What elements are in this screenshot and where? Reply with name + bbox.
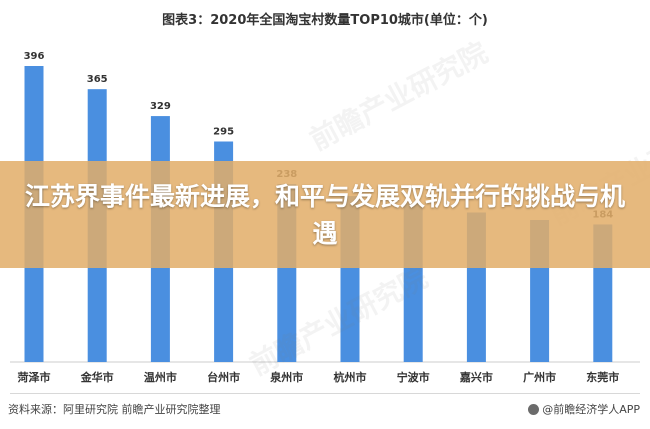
category-label-泉州市: 泉州市 [269,370,303,384]
category-label-菏泽市: 菏泽市 [18,370,51,384]
chart-title: 图表3：2020年全国淘宝村数量TOP10城市(单位：个) [162,13,488,28]
headline-text: 江苏界事件最新进展，和平与发展双轨并行的挑战与机遇 [25,181,626,248]
source-note: 资料来源：阿里研究院 前瞻产业研究院整理 [8,403,221,416]
value-label-金华市: 365 [87,74,108,85]
category-label-温州市: 温州市 [144,370,177,384]
category-label-东莞市: 东莞市 [586,370,619,384]
headline-banner: 江苏界事件最新进展，和平与发展双轨并行的挑战与机遇 [0,161,650,268]
category-label-金华市: 金华市 [80,370,114,384]
category-label-杭州市: 杭州市 [334,370,367,384]
value-label-菏泽市: 396 [24,51,45,62]
brand-credit: @前瞻经济学人APP [528,401,640,417]
brand-text: @前瞻经济学人APP [542,403,640,416]
category-label-广州市: 广州市 [523,370,556,384]
footer-divider [10,393,640,394]
category-label-宁波市: 宁波市 [397,370,430,384]
brand-logo-icon [528,403,540,415]
value-label-温州市: 329 [150,101,171,112]
category-label-台州市: 台州市 [207,370,240,384]
category-label-嘉兴市: 嘉兴市 [459,370,493,384]
value-label-台州市: 295 [213,126,234,137]
